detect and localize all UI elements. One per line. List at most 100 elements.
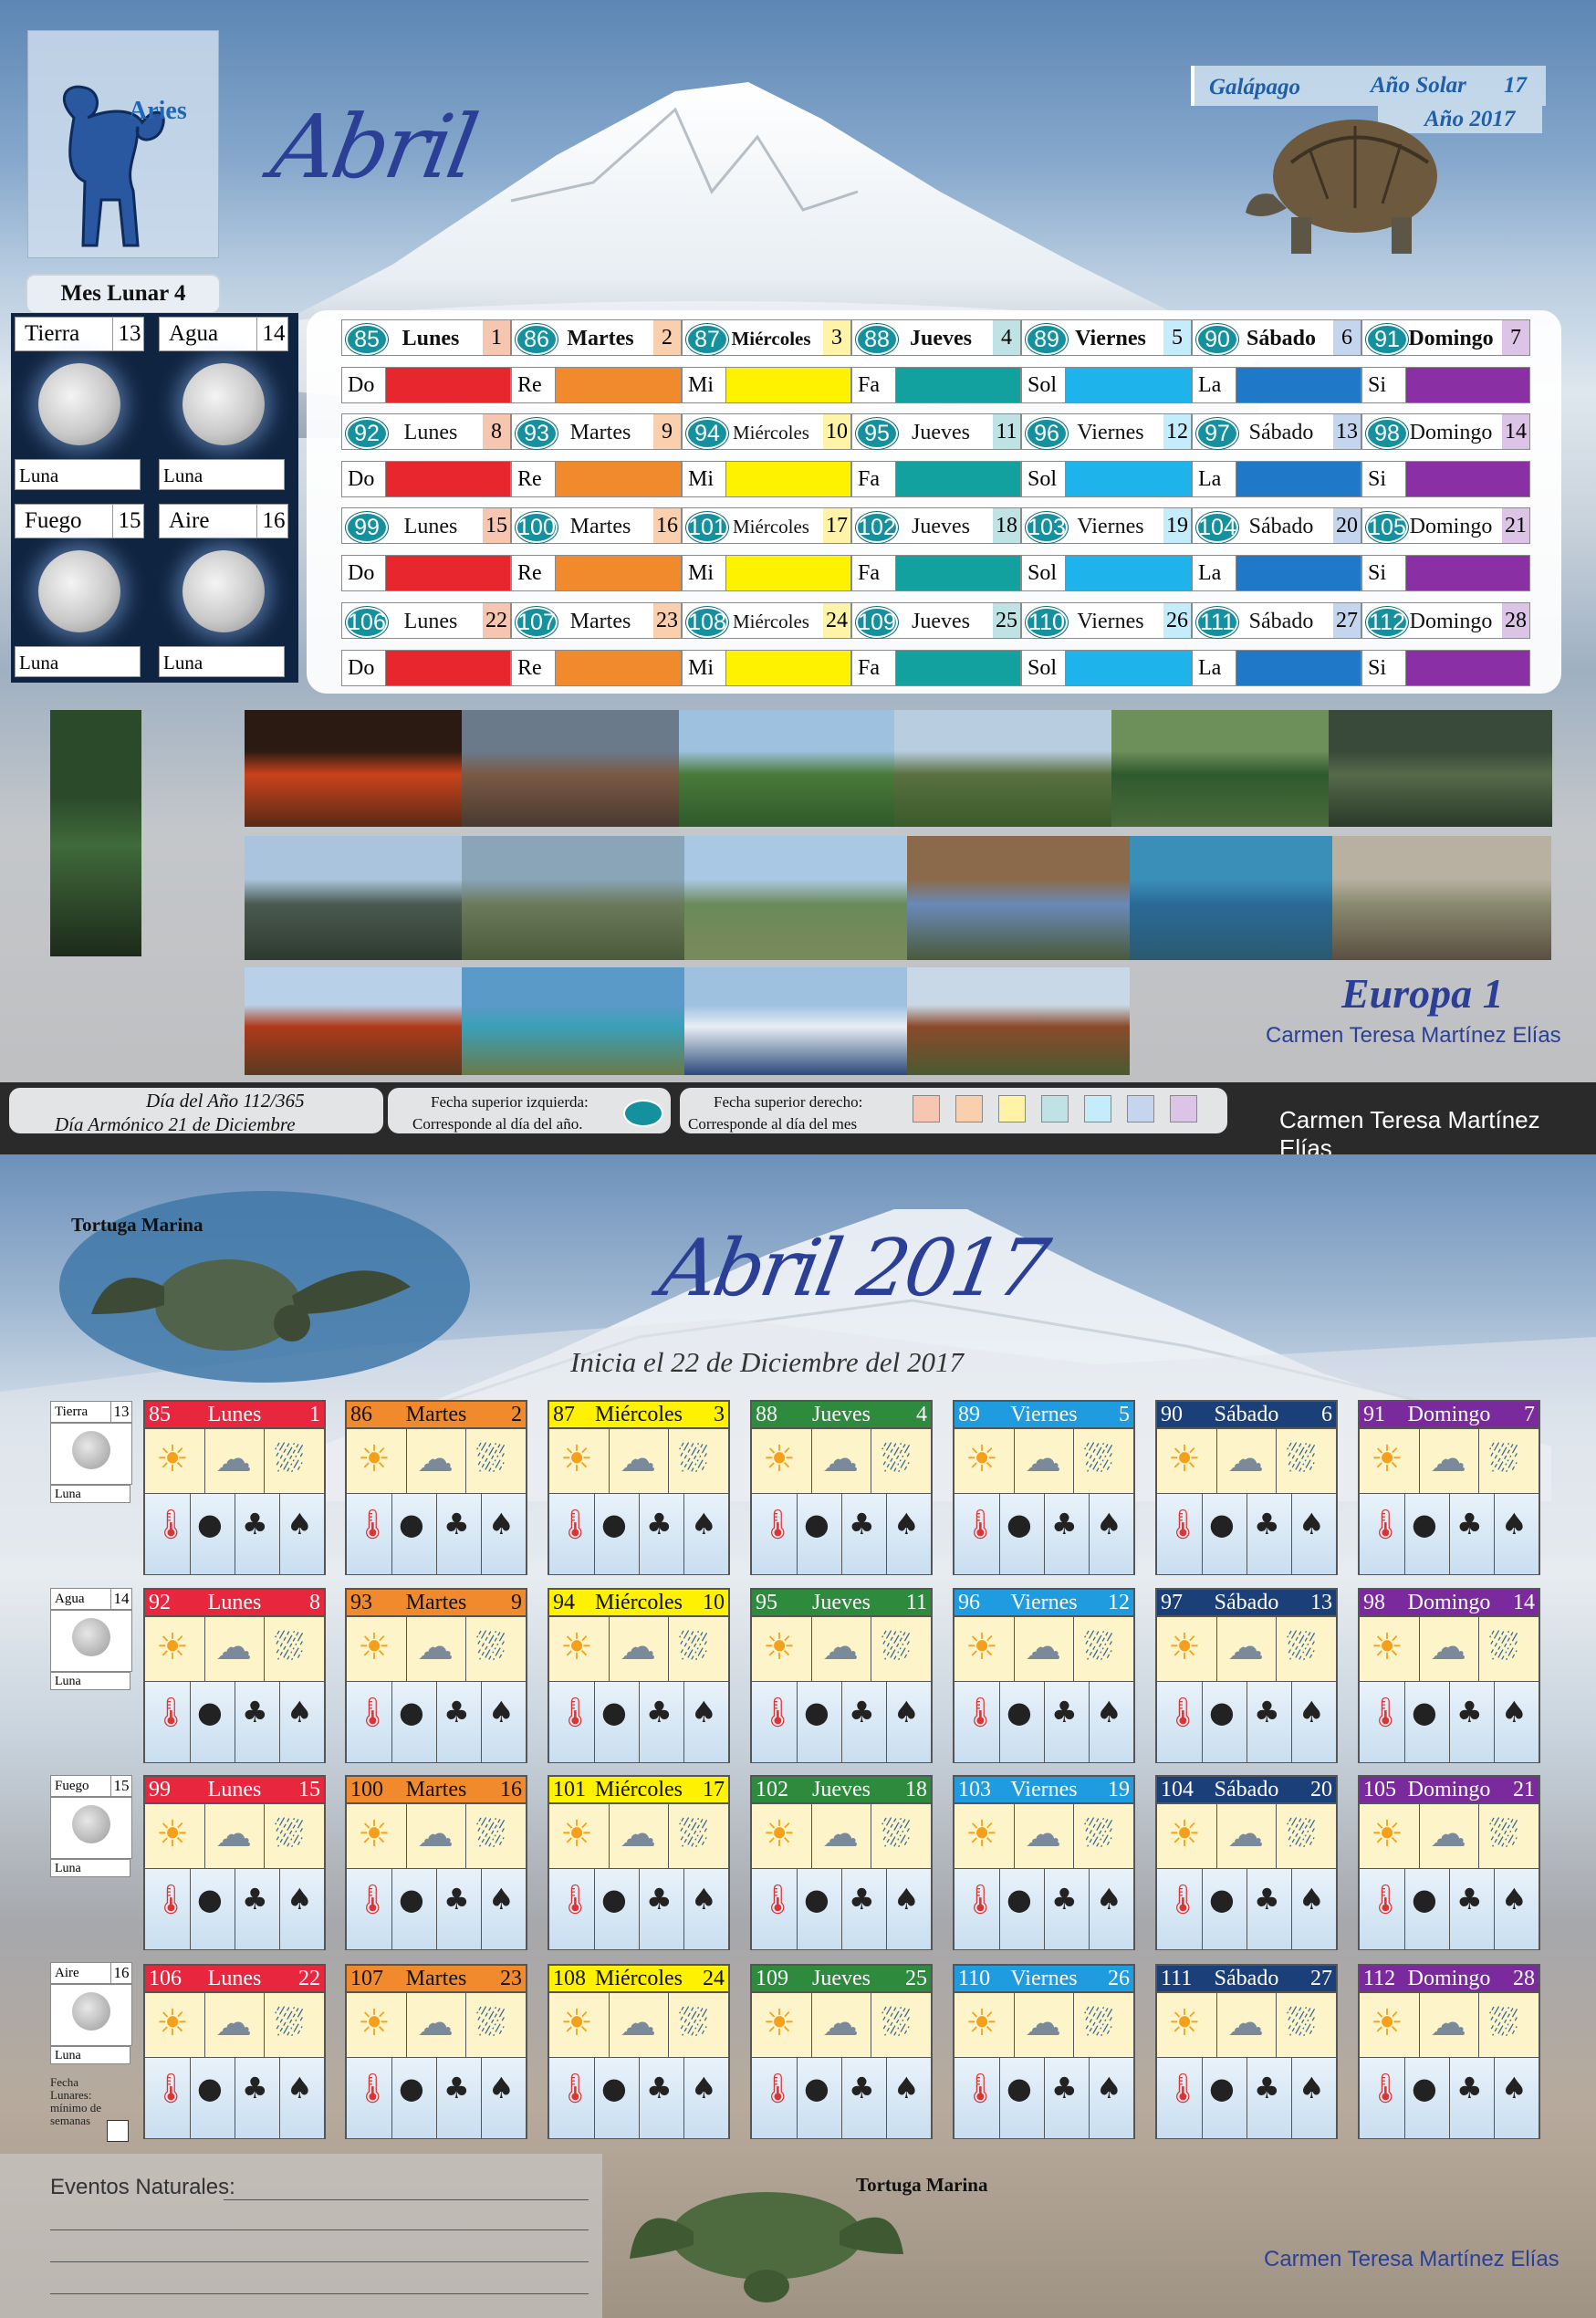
palm-tree-icon[interactable]: ♣: [1051, 2071, 1078, 2105]
palm-tree-icon[interactable]: ♣: [646, 1695, 673, 1729]
palm-tree-icon[interactable]: ♣: [1456, 2071, 1483, 2105]
thermometer-icon[interactable]: 🌡: [759, 1882, 797, 1916]
rain-cloud-icon[interactable]: ⛆: [881, 2002, 911, 2044]
moon-phase-icon[interactable]: ●: [399, 1695, 424, 1729]
moon-phase-icon[interactable]: ●: [1209, 2071, 1235, 2105]
moon-phase-icon[interactable]: ●: [197, 2071, 223, 2105]
thermometer-icon[interactable]: 🌡: [962, 2071, 999, 2105]
day-card[interactable]: 104 Sábado 20 ☀ ☁ ⛆ 🌡 ● ♣ ♠: [1155, 1775, 1338, 1950]
cloud-icon[interactable]: ☁: [1430, 1813, 1466, 1855]
note-cell[interactable]: Si: [1361, 367, 1530, 403]
day-card[interactable]: 110 Viernes 26 ☀ ☁ ⛆ 🌡 ● ♣ ♠: [953, 1964, 1135, 2139]
sun-icon[interactable]: ☀: [358, 2002, 391, 2044]
day-card[interactable]: 93 Martes 9 ☀ ☁ ⛆ 🌡 ● ♣ ♠: [345, 1588, 527, 1763]
day-cell[interactable]: 105 Domingo 21: [1361, 507, 1530, 544]
day-cell[interactable]: 99 Lunes 15: [341, 507, 511, 544]
note-cell[interactable]: Do: [341, 461, 511, 497]
sun-icon[interactable]: ☀: [1168, 2002, 1201, 2044]
cloud-icon[interactable]: ☁: [620, 1626, 656, 1668]
minimum-weeks-checkbox[interactable]: [107, 2120, 129, 2142]
moon-phase-icon[interactable]: ●: [197, 1695, 223, 1729]
note-cell[interactable]: Si: [1361, 555, 1530, 591]
palm-tree-icon[interactable]: ♣: [1051, 1507, 1078, 1541]
cloud-icon[interactable]: ☁: [1025, 1438, 1061, 1480]
day-card[interactable]: 96 Viernes 12 ☀ ☁ ⛆ 🌡 ● ♣ ♠: [953, 1588, 1135, 1763]
day-card[interactable]: 100 Martes 16 ☀ ☁ ⛆ 🌡 ● ♣ ♠: [345, 1775, 527, 1950]
day-card[interactable]: 88 Jueves 4 ☀ ☁ ⛆ 🌡 ● ♣ ♠: [750, 1400, 933, 1575]
sun-icon[interactable]: ☀: [156, 1438, 189, 1480]
palm-tree-icon[interactable]: ♣: [443, 1507, 470, 1541]
natural-events-line[interactable]: [50, 2261, 589, 2262]
moon-phase-icon[interactable]: ●: [1007, 1695, 1032, 1729]
cloud-icon[interactable]: ☁: [1430, 1626, 1466, 1668]
note-cell[interactable]: Do: [341, 367, 511, 403]
moon-phase-icon[interactable]: ●: [399, 1507, 424, 1541]
note-cell[interactable]: Do: [341, 555, 511, 591]
thermometer-icon[interactable]: 🌡: [354, 2071, 391, 2105]
note-cell[interactable]: Re: [511, 367, 682, 403]
thermometer-icon[interactable]: 🌡: [152, 1882, 190, 1916]
rain-cloud-icon[interactable]: ⛆: [881, 1626, 911, 1668]
sun-icon[interactable]: ☀: [965, 2002, 998, 2044]
palm-tree-icon[interactable]: ♣: [242, 2071, 268, 2105]
day-cell[interactable]: 95 Jueves 11: [851, 413, 1021, 450]
note-cell[interactable]: Si: [1361, 650, 1530, 686]
moon-phase-icon[interactable]: ●: [1412, 1695, 1437, 1729]
moon-phase-icon[interactable]: ●: [197, 1882, 223, 1916]
thermometer-icon[interactable]: 🌡: [759, 1695, 797, 1729]
note-cell[interactable]: Sol: [1021, 650, 1192, 686]
note-cell[interactable]: Mi: [682, 461, 851, 497]
day-cell[interactable]: 96 Viernes 12: [1021, 413, 1192, 450]
thermometer-icon[interactable]: 🌡: [1164, 1507, 1202, 1541]
wind-palm-icon[interactable]: ♠: [691, 2071, 717, 2105]
moon-phase-icon[interactable]: ●: [1007, 2071, 1032, 2105]
sun-icon[interactable]: ☀: [358, 1626, 391, 1668]
palm-tree-icon[interactable]: ♣: [1254, 1507, 1280, 1541]
moon-phase-icon[interactable]: ●: [1412, 1507, 1437, 1541]
note-cell[interactable]: Si: [1361, 461, 1530, 497]
note-cell[interactable]: Fa: [851, 367, 1021, 403]
note-cell[interactable]: La: [1192, 367, 1361, 403]
moon-phase-icon[interactable]: ●: [601, 1882, 627, 1916]
thermometer-icon[interactable]: 🌡: [962, 1507, 999, 1541]
palm-tree-icon[interactable]: ♣: [849, 1507, 875, 1541]
day-cell[interactable]: 111 Sábado 27: [1192, 602, 1361, 639]
wind-palm-icon[interactable]: ♠: [1096, 1882, 1122, 1916]
sun-icon[interactable]: ☀: [1168, 1813, 1201, 1855]
day-card[interactable]: 87 Miércoles 3 ☀ ☁ ⛆ 🌡 ● ♣ ♠: [548, 1400, 730, 1575]
sun-icon[interactable]: ☀: [560, 2002, 593, 2044]
note-cell[interactable]: Mi: [682, 555, 851, 591]
day-cell[interactable]: 93 Martes 9: [511, 413, 682, 450]
cloud-icon[interactable]: ☁: [1227, 1813, 1264, 1855]
thermometer-icon[interactable]: 🌡: [557, 1695, 594, 1729]
thermometer-icon[interactable]: 🌡: [354, 1695, 391, 1729]
note-cell[interactable]: Fa: [851, 555, 1021, 591]
palm-tree-icon[interactable]: ♣: [242, 1695, 268, 1729]
wind-palm-icon[interactable]: ♠: [1501, 1882, 1528, 1916]
cloud-icon[interactable]: ☁: [1025, 1813, 1061, 1855]
sun-icon[interactable]: ☀: [358, 1813, 391, 1855]
note-cell[interactable]: La: [1192, 461, 1361, 497]
sun-icon[interactable]: ☀: [763, 1626, 796, 1668]
note-cell[interactable]: Mi: [682, 367, 851, 403]
wind-palm-icon[interactable]: ♠: [691, 1882, 717, 1916]
rain-cloud-icon[interactable]: ⛆: [476, 1626, 506, 1668]
thermometer-icon[interactable]: 🌡: [759, 2071, 797, 2105]
day-cell[interactable]: 85 Lunes 1: [341, 319, 511, 356]
sun-icon[interactable]: ☀: [1371, 1626, 1403, 1668]
day-cell[interactable]: 92 Lunes 8: [341, 413, 511, 450]
day-cell[interactable]: 94 Miércoles 10: [682, 413, 851, 450]
sun-icon[interactable]: ☀: [1371, 2002, 1403, 2044]
moon-phase-icon[interactable]: ●: [1412, 2071, 1437, 2105]
cloud-icon[interactable]: ☁: [822, 1438, 859, 1480]
day-card[interactable]: 112 Domingo 28 ☀ ☁ ⛆ 🌡 ● ♣ ♠: [1358, 1964, 1540, 2139]
wind-palm-icon[interactable]: ♠: [893, 1882, 920, 1916]
natural-events-line[interactable]: [50, 2229, 589, 2230]
moon-phase-icon[interactable]: ●: [399, 2071, 424, 2105]
wind-palm-icon[interactable]: ♠: [1299, 1507, 1325, 1541]
cloud-icon[interactable]: ☁: [1430, 1438, 1466, 1480]
cloud-icon[interactable]: ☁: [417, 2002, 454, 2044]
wind-palm-icon[interactable]: ♠: [488, 1882, 515, 1916]
rain-cloud-icon[interactable]: ⛆: [1489, 1813, 1518, 1855]
palm-tree-icon[interactable]: ♣: [1254, 1695, 1280, 1729]
